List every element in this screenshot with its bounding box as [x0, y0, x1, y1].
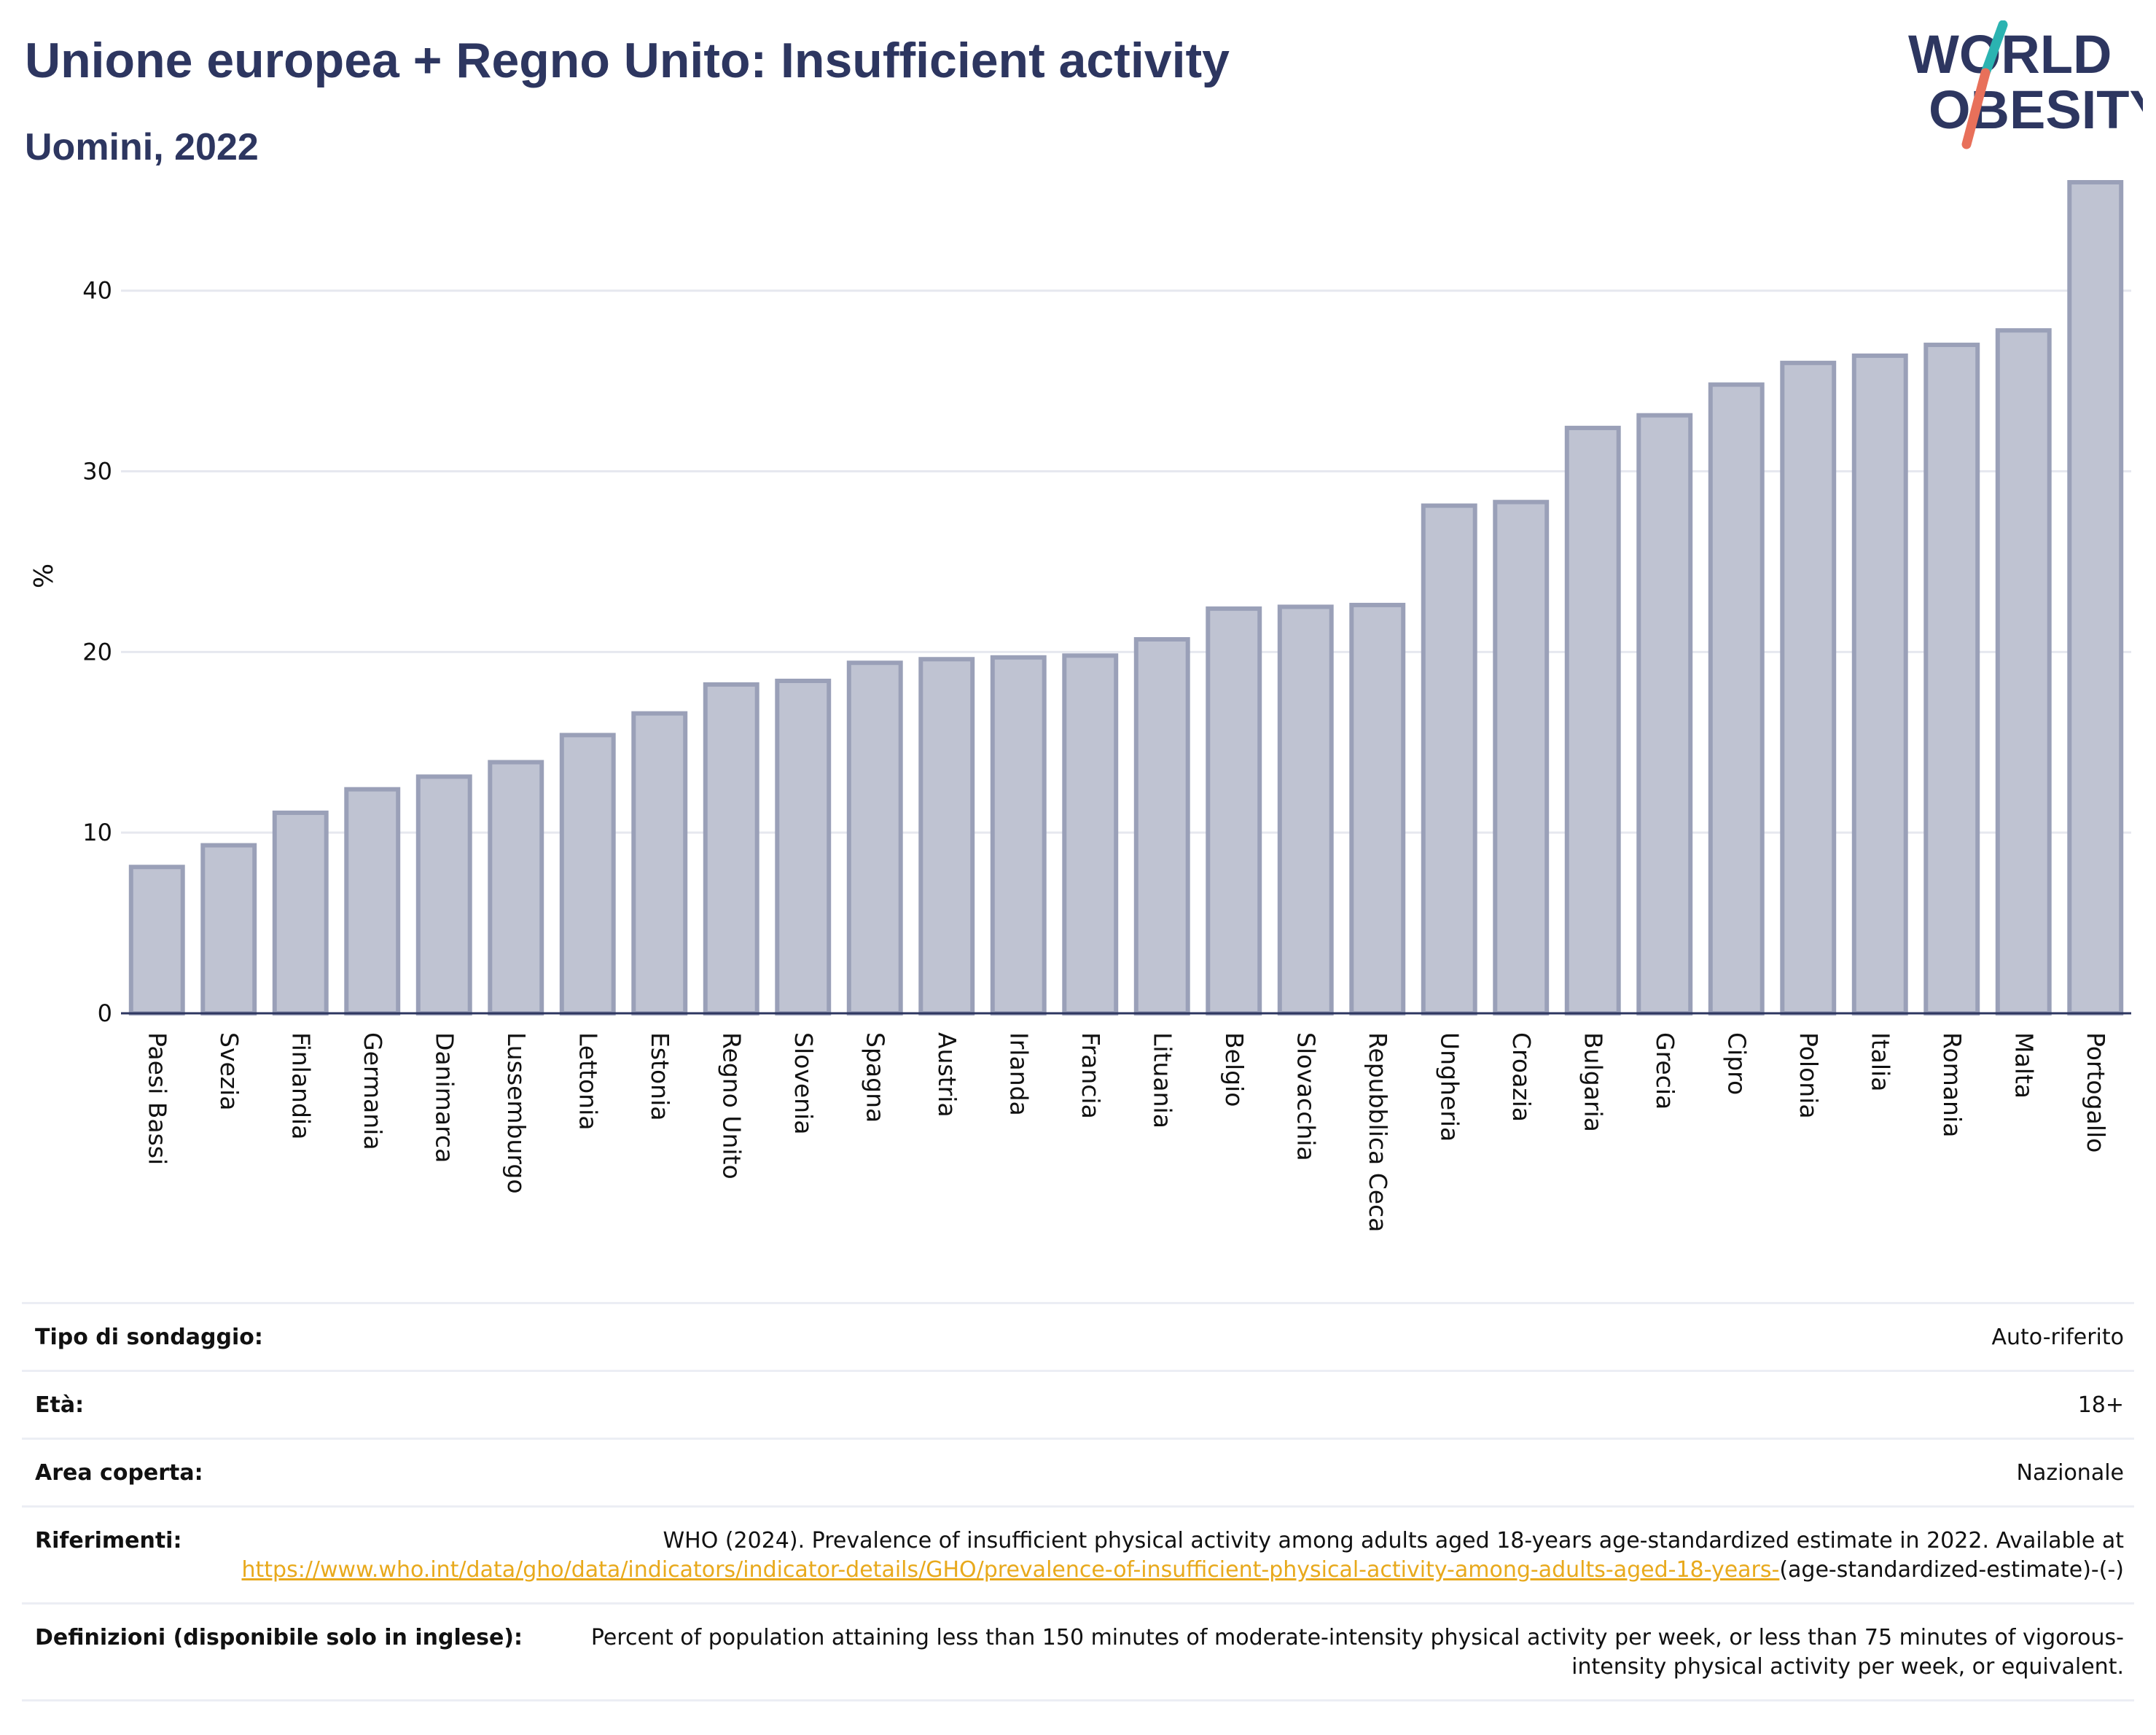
x-tick-label: Polonia — [1794, 1032, 1823, 1119]
chart-title: Unione europea + Regno Unito: Insufficie… — [25, 33, 1230, 88]
meta-label: Definizioni (disponibile solo in inglese… — [35, 1625, 523, 1650]
x-tick-label: Lussemburgo — [502, 1032, 531, 1194]
y-tick-label: 20 — [82, 638, 112, 666]
bar — [1421, 503, 1477, 1015]
axes: 0 10 20 30 40 Paesi Bassi Svezia Finlandia Germa… — [29, 277, 2131, 1232]
bar — [1493, 499, 1550, 1015]
meta-value: 18+ — [2077, 1392, 2124, 1418]
y-axis-label: % — [29, 564, 59, 588]
bar — [488, 760, 544, 1015]
bar — [1564, 426, 1621, 1015]
y-tick-label: 30 — [82, 458, 112, 486]
bar — [1277, 604, 1334, 1015]
x-tick-label: Estonia — [646, 1032, 674, 1120]
bar — [2067, 180, 2124, 1015]
meta-label: Riferimenti: — [35, 1528, 182, 1553]
meta-label: Area coperta: — [35, 1460, 203, 1486]
x-tick-label: Italia — [1866, 1032, 1894, 1091]
x-tick-label: Paesi Bassi — [143, 1032, 171, 1165]
x-tick-label: Lettonia — [574, 1032, 602, 1130]
bar — [1995, 328, 2052, 1015]
x-tick-label: Irlanda — [1004, 1032, 1033, 1116]
meta-row-definitions: Definizioni (disponibile solo in inglese… — [22, 1602, 2134, 1701]
meta-value: WHO (2024). Prevalence of insufficient p… — [211, 1527, 2124, 1585]
bar — [1708, 382, 1765, 1015]
x-tick-label: Germania — [359, 1032, 387, 1150]
bar-chart: 0 10 20 30 40 Paesi Bassi Svezia Finlandia Germa… — [29, 180, 2131, 1232]
bar — [559, 733, 616, 1015]
bar — [1636, 413, 1693, 1015]
x-tick-label: Danimarca — [430, 1032, 458, 1163]
y-tick-label: 40 — [82, 277, 112, 305]
bar — [1349, 602, 1406, 1015]
meta-row-age: Età: 18+ — [22, 1370, 2134, 1438]
meta-row-area: Area coperta: Nazionale — [22, 1438, 2134, 1505]
chart-subtitle: Uomini, 2022 — [25, 126, 259, 168]
y-tick-label: 0 — [98, 999, 112, 1027]
logo-word-obesity: OBESITY — [1929, 79, 2143, 140]
x-tick-label: Austria — [933, 1032, 961, 1118]
bar — [344, 787, 401, 1016]
x-tick-label: Slovacchia — [1292, 1032, 1320, 1161]
x-tick-label: Spagna — [861, 1032, 889, 1123]
reference-text: WHO (2024). Prevalence of insufficient p… — [663, 1528, 2124, 1553]
bar — [1206, 606, 1262, 1015]
metadata-table: Tipo di sondaggio: Auto-riferito Età: 18… — [22, 1302, 2134, 1701]
bar — [918, 657, 975, 1015]
bar — [1062, 653, 1119, 1015]
meta-value: Percent of population attaining less tha… — [590, 1625, 2124, 1680]
bar — [128, 865, 185, 1015]
meta-row-references: Riferimenti: WHO (2024). Prevalence of i… — [22, 1505, 2134, 1602]
x-tick-label: Lituania — [1148, 1032, 1176, 1128]
x-tick-label: Svezia — [215, 1032, 243, 1111]
x-tick-label: Finlandia — [286, 1032, 315, 1139]
meta-row-survey-type: Tipo di sondaggio: Auto-riferito — [22, 1302, 2134, 1370]
bar — [200, 843, 257, 1015]
x-tick-label: Grecia — [1651, 1032, 1679, 1110]
meta-label: Età: — [35, 1392, 85, 1418]
logo-slash-teal — [1980, 20, 2008, 78]
reference-suffix: (age-standardized-estimate)-(-) — [1779, 1557, 2124, 1583]
bars — [128, 180, 2124, 1016]
world-obesity-logo: WORLD OBESITY — [1908, 20, 2143, 149]
meta-label: Tipo di sondaggio: — [35, 1325, 263, 1350]
meta-value: Auto-riferito — [1991, 1325, 2124, 1350]
bar — [1851, 353, 1908, 1016]
x-tick-label: Cipro — [1722, 1032, 1751, 1095]
x-tick-label: Ungheria — [1435, 1032, 1464, 1142]
x-tick-label: Regno Unito — [717, 1032, 746, 1180]
x-tick-label: Francia — [1077, 1032, 1105, 1119]
bar — [1780, 360, 1837, 1015]
x-tick-label: Malta — [2009, 1032, 2038, 1099]
reference-link[interactable]: https://www.who.int/data/gho/data/indica… — [241, 1557, 1780, 1583]
bar — [1923, 343, 1980, 1016]
logo-slash-coral — [1961, 68, 1991, 149]
logo-word-world: WORLD — [1908, 24, 2112, 85]
bar — [703, 682, 759, 1016]
bar — [1133, 637, 1190, 1015]
bar — [846, 660, 903, 1016]
y-tick-label: 10 — [82, 819, 112, 846]
x-tick-label: Portogallo — [2082, 1032, 2110, 1153]
bar — [775, 679, 832, 1015]
meta-value: Nazionale — [2016, 1460, 2124, 1486]
bar — [272, 810, 329, 1016]
bar — [415, 774, 472, 1015]
x-tick-label: Bulgaria — [1579, 1032, 1607, 1132]
x-tick-label: Repubblica Ceca — [1364, 1032, 1392, 1232]
bar — [631, 711, 688, 1015]
x-tick-label: Slovenia — [789, 1032, 818, 1134]
x-tick-label: Romania — [1938, 1032, 1966, 1137]
x-tick-label: Belgio — [1220, 1032, 1249, 1107]
bar — [990, 655, 1047, 1015]
x-tick-label: Croazia — [1507, 1032, 1536, 1122]
